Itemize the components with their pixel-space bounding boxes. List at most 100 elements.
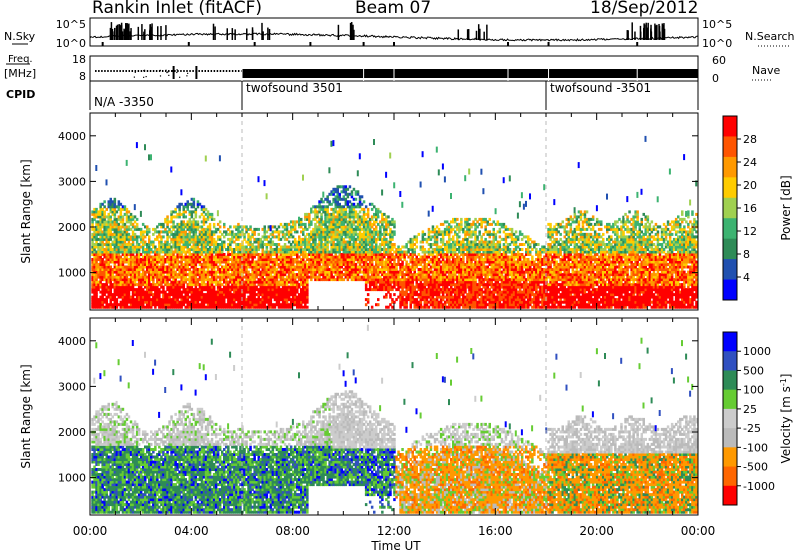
data-cell [358, 245, 362, 249]
data-cell [184, 258, 187, 261]
data-cell [208, 290, 212, 294]
data-cell [218, 275, 222, 279]
data-cell [283, 290, 287, 294]
data-cell [324, 217, 327, 221]
data-cell [310, 222, 313, 226]
data-cell [97, 280, 100, 284]
data-cell [300, 220, 303, 224]
data-cell [200, 227, 204, 231]
data-cell [269, 243, 273, 246]
data-cell [340, 265, 343, 269]
data-cell [324, 265, 327, 269]
data-cell [255, 248, 258, 251]
data-cell [304, 263, 307, 266]
data-cell [275, 248, 279, 251]
data-cell [332, 235, 335, 239]
data-cell [312, 237, 315, 241]
data-cell [176, 225, 179, 229]
data-cell [338, 195, 341, 199]
data-cell [152, 260, 155, 264]
data-cell [231, 260, 234, 264]
data-cell [91, 260, 94, 264]
data-cell [263, 253, 266, 256]
data-cell [188, 230, 191, 234]
data-cell [218, 255, 222, 259]
data-cell [340, 273, 343, 277]
data-cell [156, 288, 159, 292]
data-cell [350, 258, 354, 261]
data-cell [348, 235, 352, 239]
data-cell [97, 265, 100, 269]
data-cell [192, 295, 196, 299]
data-cell [152, 243, 155, 246]
data-cell [312, 255, 315, 259]
data-cell [239, 258, 242, 261]
data-cell [192, 227, 196, 231]
data-cell [137, 273, 141, 277]
data-cell [152, 268, 155, 271]
data-cell [115, 253, 119, 256]
data-cell [131, 250, 135, 254]
data-cell [212, 245, 216, 249]
data-cell [192, 225, 196, 229]
data-cell [375, 225, 378, 229]
data-cell [383, 225, 386, 229]
data-cell [182, 240, 185, 244]
data-cell [403, 265, 406, 269]
data-cell [304, 245, 307, 249]
data-cell [237, 280, 240, 284]
data-cell [172, 210, 175, 214]
data-cell [150, 260, 153, 264]
data-cell [352, 253, 356, 256]
data-cell [326, 212, 329, 216]
data-cell [364, 222, 368, 226]
data-cell [289, 285, 293, 289]
data-cell [257, 278, 260, 282]
data-cell [180, 298, 183, 302]
data-cell [350, 275, 354, 279]
data-cell [139, 293, 143, 297]
data-cell [133, 300, 137, 304]
data-cell [362, 217, 366, 221]
data-cell [154, 258, 157, 261]
data-cell [403, 258, 406, 261]
data-cell [283, 298, 287, 302]
data-cell [356, 205, 360, 209]
data-cell [170, 275, 173, 279]
data-cell [186, 207, 189, 211]
data-cell [302, 283, 305, 287]
data-cell [144, 265, 147, 269]
data-cell [93, 295, 96, 299]
data-cell [249, 305, 252, 309]
data-cell [360, 227, 364, 231]
data-cell [401, 275, 404, 279]
data-cell [133, 258, 137, 261]
data-cell [91, 303, 94, 307]
data-cell [356, 220, 360, 224]
data-cell [344, 248, 348, 251]
data-cell [231, 300, 234, 304]
data-cell [127, 235, 131, 239]
data-cell [306, 270, 309, 274]
data-cell [289, 275, 293, 279]
data-cell [261, 245, 264, 249]
data-cell [107, 270, 110, 274]
data-cell [162, 248, 165, 251]
data-cell [306, 217, 309, 221]
data-cell [186, 278, 189, 282]
data-cell [93, 265, 96, 269]
data-cell [225, 283, 228, 287]
data-cell [310, 232, 313, 236]
data-cell [281, 300, 285, 304]
data-cell [101, 260, 104, 264]
data-cell [289, 232, 293, 236]
data-cell [168, 265, 171, 269]
data-cell [336, 232, 339, 236]
data-cell [212, 268, 216, 271]
data-cell [385, 250, 388, 254]
data-cell [103, 225, 106, 229]
data-cell [129, 270, 133, 274]
data-cell [273, 305, 277, 309]
data-cell [287, 253, 291, 256]
data-cell [401, 245, 404, 249]
